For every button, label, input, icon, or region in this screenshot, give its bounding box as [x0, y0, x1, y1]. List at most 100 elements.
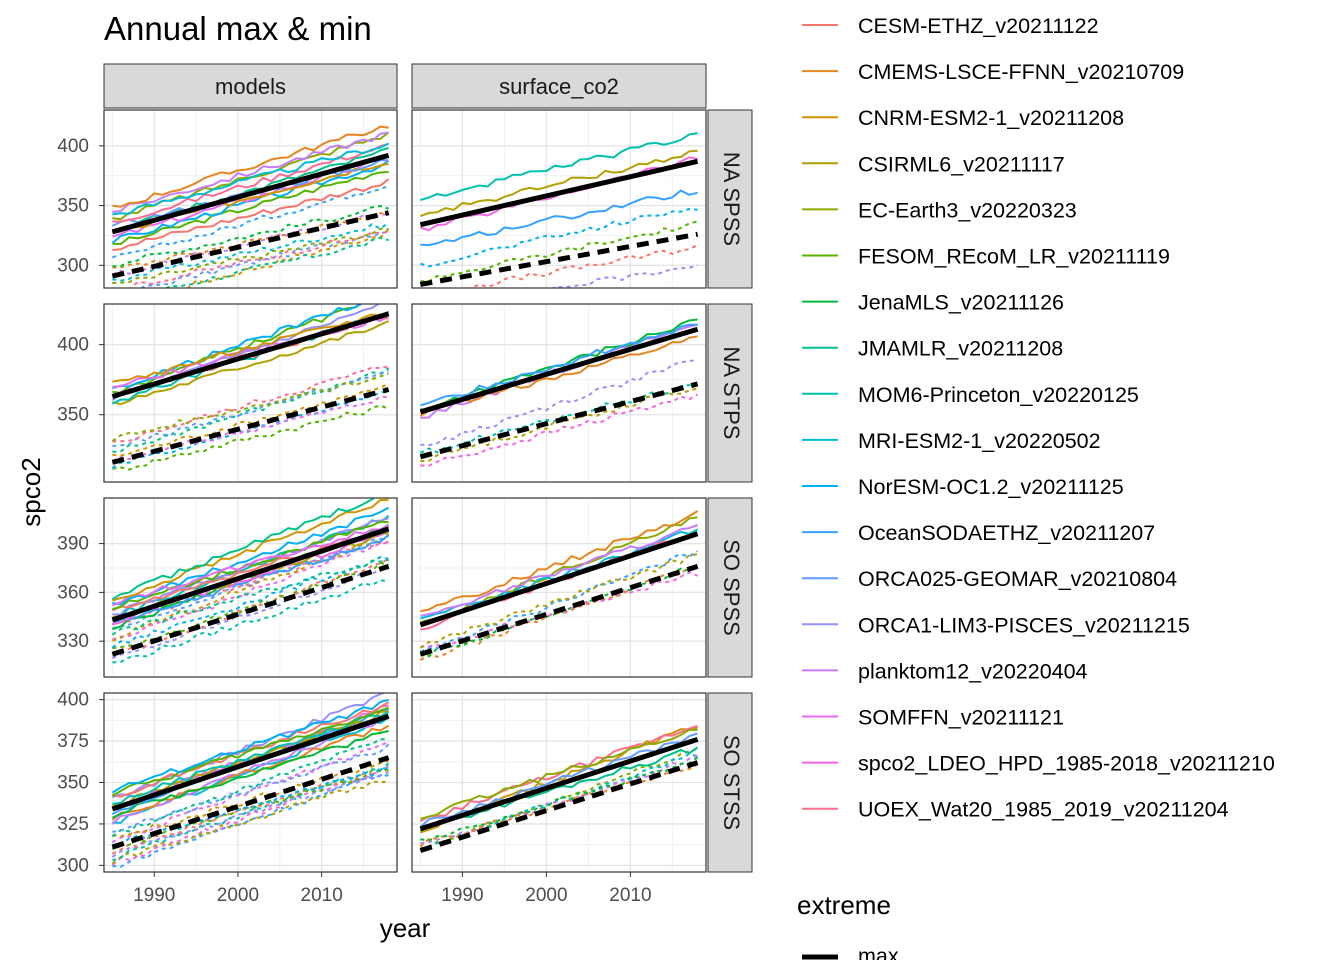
legend-label: JMAMLR_v20211208: [858, 337, 1063, 361]
facet-row-strip: [707, 497, 753, 678]
series-lines: [111, 125, 390, 288]
panel-border: [103, 692, 398, 873]
min-trend-line: [111, 387, 390, 465]
min-line-OceanSODAETHZ_v20211207: [112, 184, 389, 259]
min-line-MOM6-Princeton_v20220125: [112, 579, 389, 664]
min-line-SOMFFN_v20211121: [112, 542, 389, 641]
min-line-CNRM-ESM2-1_v20211208: [112, 383, 389, 457]
panel-NA-SPSS-surface_co2: [411, 109, 707, 289]
x-tick-label: 2010: [301, 885, 343, 906]
panel-border: [411, 109, 707, 289]
y-axis-label: spco2: [16, 457, 46, 526]
min-line-SOMFFN_v20211121: [111, 741, 389, 844]
y-tick-label: 360: [57, 582, 89, 603]
min-line-CSIRML6_v20211117: [419, 553, 698, 649]
min-line-JMAMLR_v20211208: [164, 236, 389, 288]
panel-border: [103, 109, 398, 289]
max-line-NorESM-OC1.2_v20211125: [111, 698, 389, 794]
legend-label: FESOM_REcoM_LR_v20211119: [858, 245, 1170, 269]
legend-label: NorESM-OC1.2_v20211125: [858, 475, 1124, 499]
min-line-NorESM-OC1.2_v20211125: [420, 207, 698, 268]
panel-SO-STSS-surface_co2: 1990 2000 2010: [411, 692, 707, 906]
series-lines: [111, 304, 390, 471]
facet-strip-label: surface_co2: [499, 74, 619, 99]
min-trend-line: [419, 381, 699, 460]
panel-background: [412, 498, 706, 677]
min-trend-line: [111, 755, 390, 850]
min-line-JMAMLR_v20211208: [111, 559, 389, 636]
min-line-ORCA1-LIM3-PISCES_v20211215: [551, 264, 698, 288]
min-line-ORCA025-GEOMAR_v20210804: [128, 230, 389, 288]
min-line-JMAMLR_v20211208: [111, 738, 389, 838]
linetype-legend: extreme max: [797, 890, 899, 960]
y-tick-label: 375: [57, 731, 89, 752]
legend-label: UOEX_Wat20_1985_2019_v20211204: [858, 798, 1229, 822]
legend-label: CSIRML6_v20211117: [858, 152, 1065, 176]
series-lines: [111, 498, 390, 664]
max-line-CSIRML6_v20211117: [420, 149, 698, 218]
legend-label: CMEMS-LSCE-FFNN_v20210709: [858, 60, 1184, 84]
min-line-FESOM_REcoM_LR_v20211119: [420, 220, 698, 283]
max-trend-line: [419, 737, 699, 832]
y-tick-label: 325: [57, 814, 89, 835]
max-line-EC-Earth3_v20220323: [420, 728, 698, 820]
max-trend-line: [111, 713, 390, 812]
min-line-NorESM-OC1.2_v20211125: [111, 389, 389, 469]
panel-NA-STPS-models: [103, 303, 398, 483]
legend-label: MRI-ESM2-1_v20220502: [858, 429, 1101, 453]
max-line-OceanSODAETHZ_v20211207: [420, 189, 698, 247]
chart-title: Annual max & min: [104, 10, 372, 47]
panel-border: [103, 497, 398, 678]
max-line-CMEMS-LSCE-FFNN_v20210709: [112, 125, 389, 208]
max-line-JMAMLR_v20211208: [420, 746, 699, 832]
max-line-MOM6-Princeton_v20220125: [420, 132, 698, 201]
max-trend-line: [111, 152, 390, 235]
facet-row-strip: [707, 303, 753, 483]
y-tick-label: 300: [57, 255, 89, 276]
color-legend: CESM-ETHZ_v20211122 CMEMS-LSCE-FFNN_v2021…: [802, 14, 1275, 822]
legend-label: OceanSODAETHZ_v20211207: [858, 521, 1155, 545]
y-tick-label: 400: [57, 335, 89, 356]
max-line-UOEX_Wat20_1985_2019_v20211204: [112, 143, 389, 223]
facet-row-label: SO STSS: [719, 735, 744, 830]
panel-SO-SPSS-surface_co2: [411, 497, 707, 678]
max-line-OceanSODAETHZ_v20211207: [420, 323, 698, 407]
x-tick-label: 1990: [133, 885, 175, 906]
panel-border: [103, 303, 398, 483]
min-line-ORCA1-LIM3-PISCES_v20211215: [420, 358, 698, 447]
facet-strip-models: [103, 63, 398, 109]
x-axis-label: year: [380, 913, 431, 943]
min-line-spco2_LDEO_HPD_1985-2018_v20211210: [420, 393, 699, 467]
max-line-CMEMS-LSCE-FFNN_v20210709: [111, 724, 390, 821]
y-tick-label: 350: [57, 196, 89, 217]
min-trend-line: [419, 231, 699, 287]
y-tick-label: 300: [57, 855, 89, 876]
facet-row-strip: [707, 109, 753, 289]
max-trend-line: [419, 531, 699, 628]
max-line-JenaMLS_v20211126: [111, 730, 389, 819]
series-lines: [419, 725, 699, 853]
min-line-CMEMS-LSCE-FFNN_v20210709: [112, 211, 389, 269]
min-line-ORCA025-GEOMAR_v20210804: [112, 534, 389, 630]
min-line-UOEX_Wat20_1985_2019_v20211204: [112, 230, 389, 288]
facet-row-label: NA STPS: [719, 347, 744, 440]
x-tick-label: 2010: [609, 885, 651, 906]
min-line-ORCA025-GEOMAR_v20210804: [112, 743, 390, 833]
y-tick-label: 400: [57, 690, 89, 711]
min-line-CMEMS-LSCE-FFNN_v20210709: [419, 565, 698, 661]
max-trend-line: [419, 326, 699, 415]
min-line-EC-Earth3_v20220323: [111, 372, 389, 442]
min-line-CESM-ETHZ_v20211122: [466, 244, 699, 288]
min-line-CSIRML6_v20211117: [111, 780, 389, 865]
series-lines: [419, 318, 699, 467]
y-tick-label: 390: [57, 534, 89, 555]
panel-border: [411, 303, 707, 483]
legend-label: SOMFFN_v20211121: [858, 706, 1064, 730]
max-line-FESOM_REcoM_LR_v20211119: [112, 520, 389, 611]
min-line-JenaMLS_v20211126: [112, 204, 389, 268]
legend-label: planktom12_v20220404: [858, 659, 1088, 683]
facet-row-label: NA SPSS: [719, 152, 744, 246]
legend-label: CNRM-ESM2-1_v20211208: [858, 106, 1124, 130]
max-line-CNRM-ESM2-1_v20211208: [112, 498, 389, 602]
